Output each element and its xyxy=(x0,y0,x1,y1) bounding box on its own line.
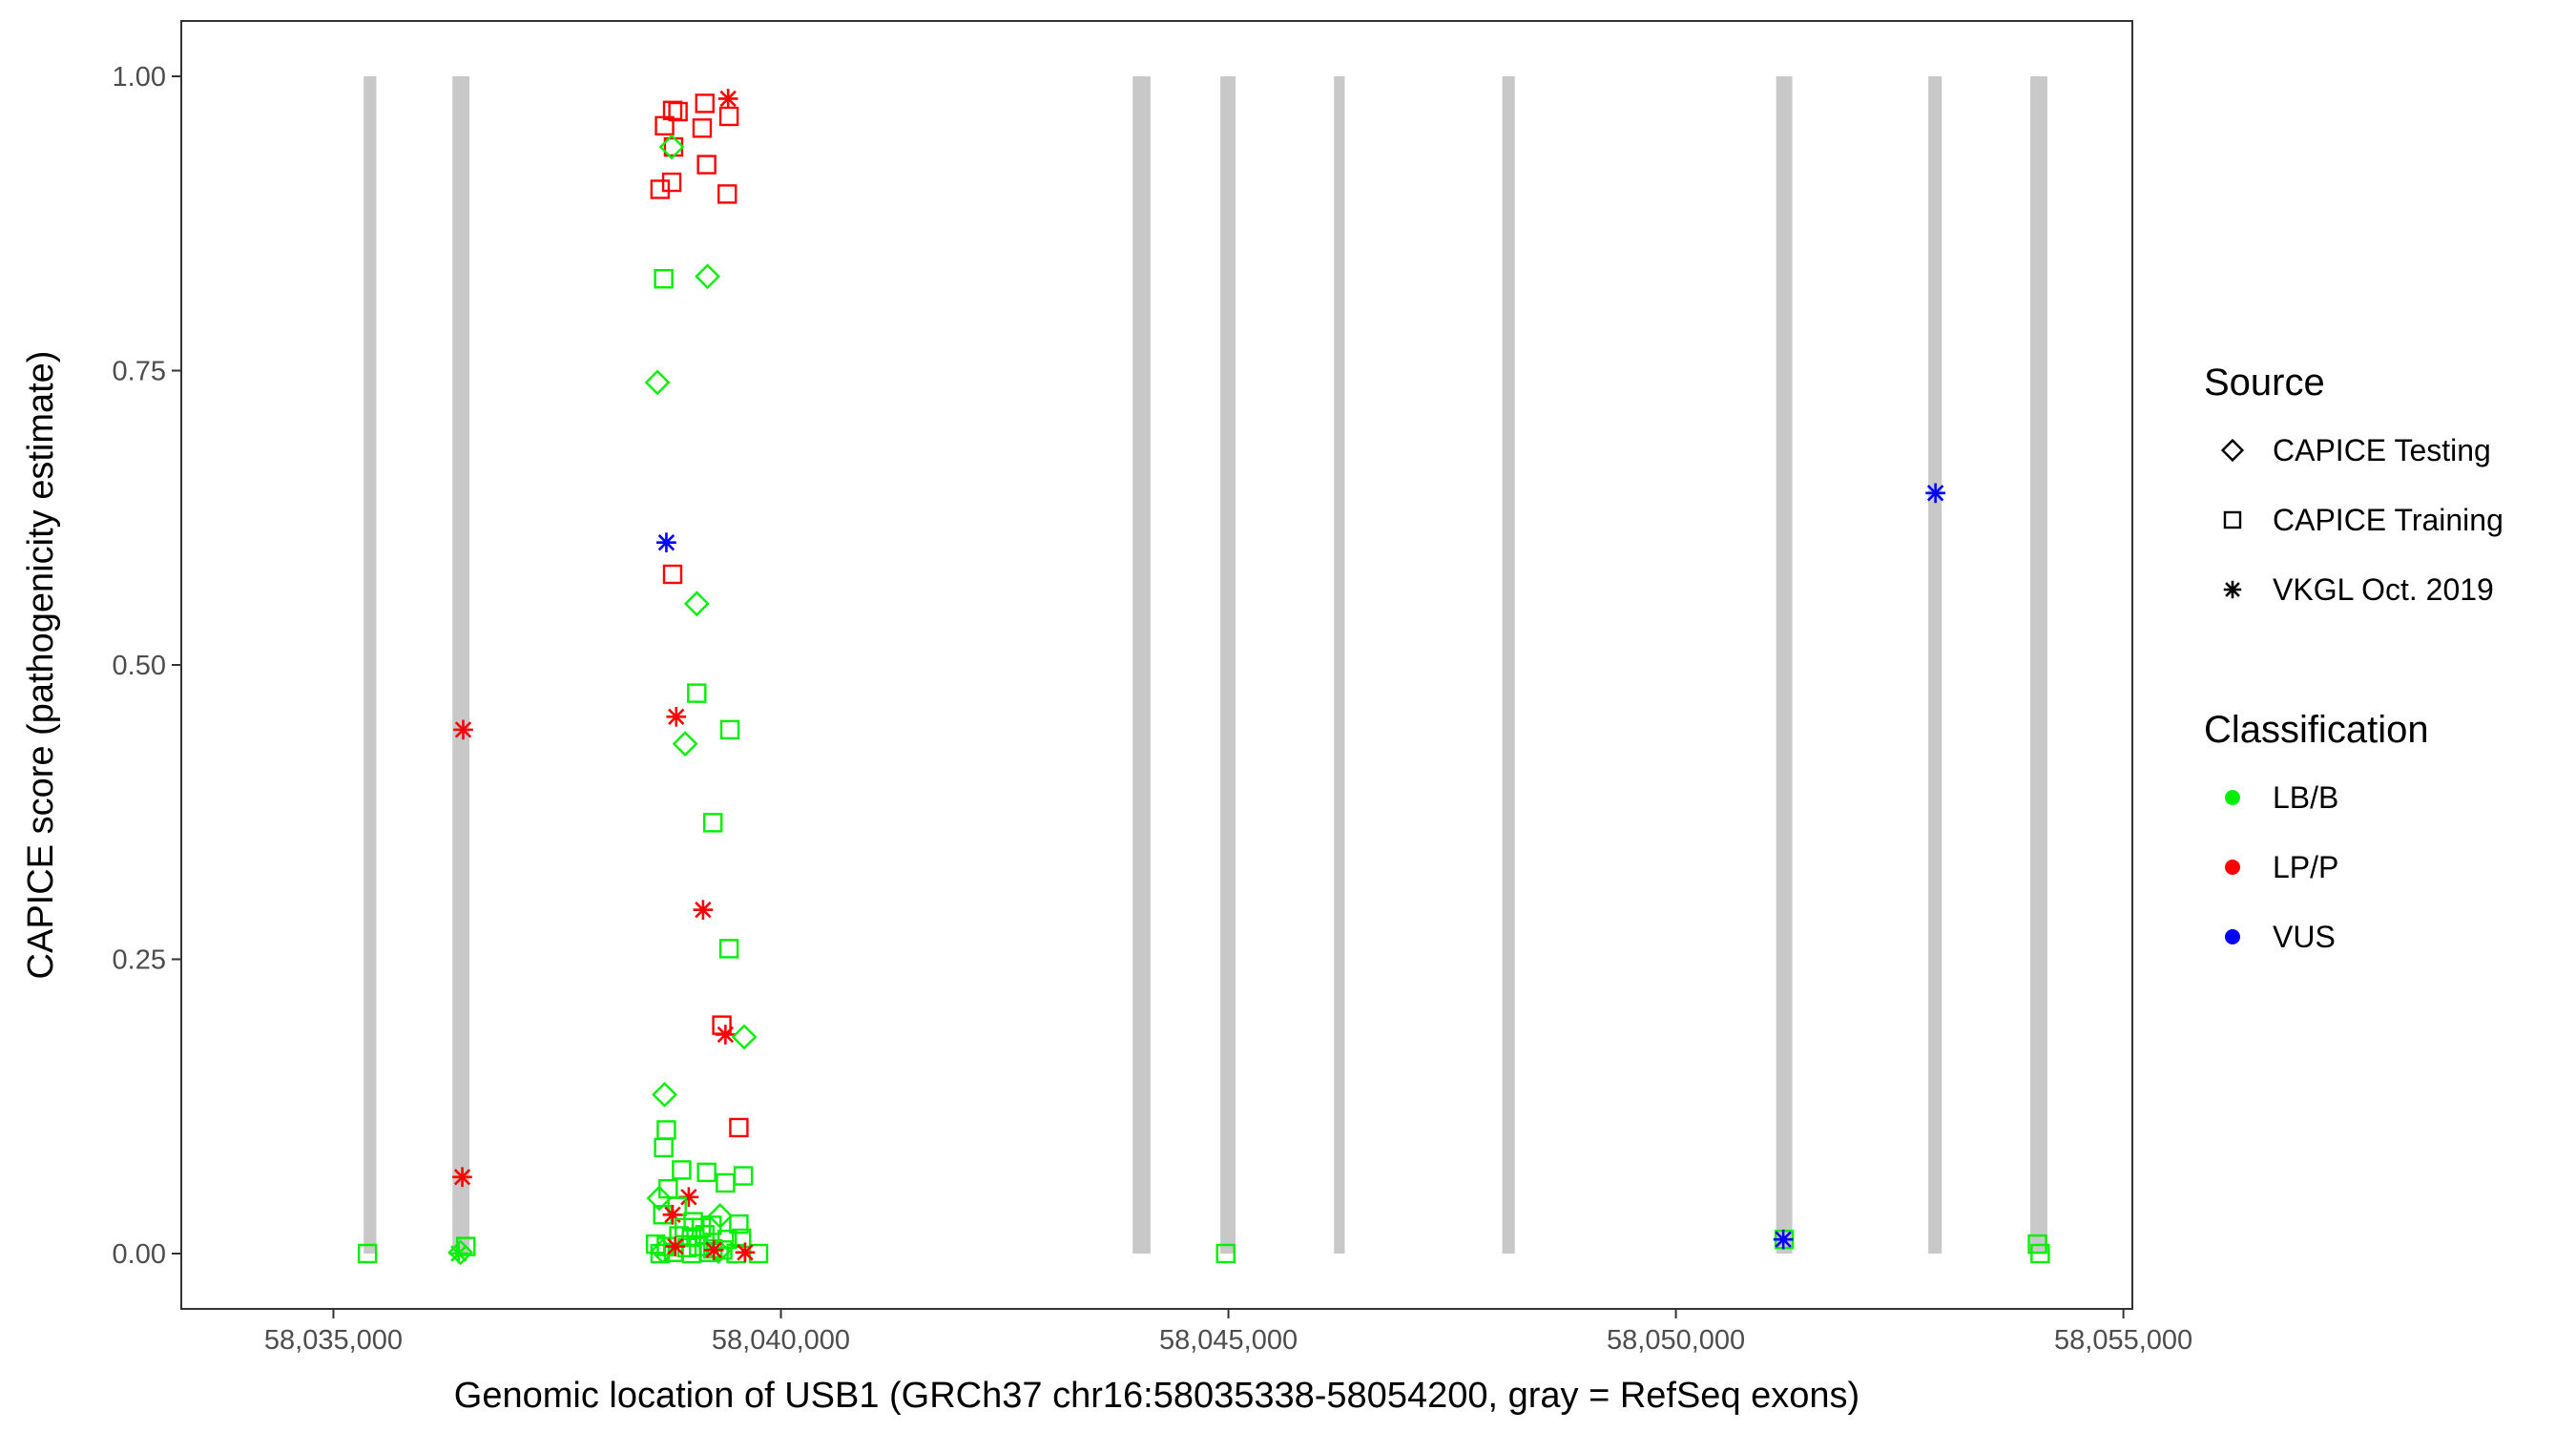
legend-key xyxy=(2225,790,2240,805)
legend-key xyxy=(2225,929,2240,944)
asterisk-point xyxy=(656,532,676,553)
legend-label: VUS xyxy=(2273,920,2336,954)
diamond-point xyxy=(731,1024,758,1050)
square-point xyxy=(719,719,740,740)
y-tick-label: 0.25 xyxy=(113,945,166,976)
x-tick-label: 58,035,000 xyxy=(264,1325,403,1356)
asterisk-point xyxy=(666,706,687,727)
square-point xyxy=(687,683,707,703)
square-point xyxy=(692,118,713,138)
legend: Source CAPICE Testing CAPICE Training VKGL … xyxy=(2204,362,2503,954)
y-tick-label: 1.00 xyxy=(113,62,166,93)
square-point xyxy=(668,101,688,122)
square-point xyxy=(689,1236,709,1256)
square-point xyxy=(729,1213,749,1234)
square-point xyxy=(656,1120,676,1140)
asterisk-point xyxy=(453,719,473,740)
exon-band xyxy=(1132,75,1151,1255)
square-point xyxy=(695,93,715,114)
asterisk-point xyxy=(735,1242,756,1263)
exon-band xyxy=(452,75,470,1255)
diamond-point xyxy=(683,591,710,617)
square-point xyxy=(696,1162,717,1183)
legend-title: Source xyxy=(2204,362,2325,404)
y-tick-label: 0.75 xyxy=(113,356,166,386)
exon-band xyxy=(2030,75,2047,1255)
square-point xyxy=(718,939,739,959)
legend-label: LB/B xyxy=(2273,780,2338,815)
legend-label: CAPICE Testing xyxy=(2273,433,2491,467)
square-point xyxy=(357,1243,378,1264)
y-tick-label: 0.00 xyxy=(113,1239,166,1270)
asterisk-point xyxy=(662,1204,683,1225)
legend-label: LP/P xyxy=(2273,850,2338,884)
square-point xyxy=(696,155,717,175)
legend-key xyxy=(2223,510,2242,529)
exon-band xyxy=(1502,75,1515,1255)
y-tick-label: 0.50 xyxy=(113,651,166,681)
asterisk-point xyxy=(715,1025,736,1045)
plot-panel-border xyxy=(180,20,2133,1310)
square-point xyxy=(672,1160,692,1180)
exon-band xyxy=(364,75,377,1255)
exon-band xyxy=(1334,75,1345,1255)
square-point xyxy=(662,564,683,585)
square-point xyxy=(650,179,671,199)
asterisk-point xyxy=(448,1243,469,1264)
legend-label: VKGL Oct. 2019 xyxy=(2273,572,2494,607)
data-points xyxy=(357,89,2050,1266)
square-point xyxy=(717,184,737,204)
diamond-point xyxy=(646,1185,673,1212)
legend-key xyxy=(2225,860,2240,875)
square-point xyxy=(654,1137,674,1158)
asterisk-point xyxy=(1773,1229,1794,1250)
legend-label: CAPICE Training xyxy=(2273,503,2503,537)
legend-key xyxy=(2220,438,2245,463)
square-point xyxy=(703,813,723,833)
x-axis-title: Genomic location of USB1 (GRCh37 chr16:5… xyxy=(454,1376,1859,1416)
legend-key xyxy=(2223,580,2242,599)
square-point xyxy=(662,100,683,120)
diamond-point xyxy=(644,369,671,396)
square-point xyxy=(732,1228,752,1249)
axes: 58,035,000 58,040,000 58,045,000 58,050,000… xyxy=(113,62,2193,1356)
square-point xyxy=(661,172,682,193)
asterisk-point xyxy=(678,1187,699,1208)
asterisk-point xyxy=(452,1167,472,1188)
square-point xyxy=(1215,1243,1236,1264)
exon-band xyxy=(1928,75,1942,1255)
asterisk-point xyxy=(693,900,714,921)
asterisk-point xyxy=(717,89,738,109)
x-tick-label: 58,055,000 xyxy=(2054,1325,2192,1356)
exon-bands xyxy=(364,75,2047,1255)
x-tick-label: 58,040,000 xyxy=(712,1325,850,1356)
x-tick-label: 58,045,000 xyxy=(1159,1325,1298,1356)
asterisk-point xyxy=(1925,483,1945,504)
square-point xyxy=(729,1117,749,1138)
exon-band xyxy=(1220,75,1236,1255)
diamond-point xyxy=(672,731,698,757)
y-axis-title: CAPICE score (pathogenicity estimate) xyxy=(21,351,61,980)
square-point xyxy=(699,1242,719,1262)
square-point xyxy=(681,1243,701,1264)
diamond-point xyxy=(658,134,685,160)
x-tick-label: 58,050,000 xyxy=(1607,1325,1745,1356)
diamond-point xyxy=(652,1082,677,1108)
square-point xyxy=(456,1236,476,1256)
asterisk-point xyxy=(703,1239,724,1260)
square-point xyxy=(654,269,674,289)
square-point xyxy=(716,1172,736,1193)
asterisk-point xyxy=(665,1236,686,1256)
diamond-point xyxy=(695,263,720,290)
square-point xyxy=(718,106,739,127)
square-point xyxy=(2030,1243,2050,1264)
square-point xyxy=(733,1166,754,1186)
exon-band xyxy=(1776,75,1793,1255)
legend-title: Classification xyxy=(2204,709,2429,751)
